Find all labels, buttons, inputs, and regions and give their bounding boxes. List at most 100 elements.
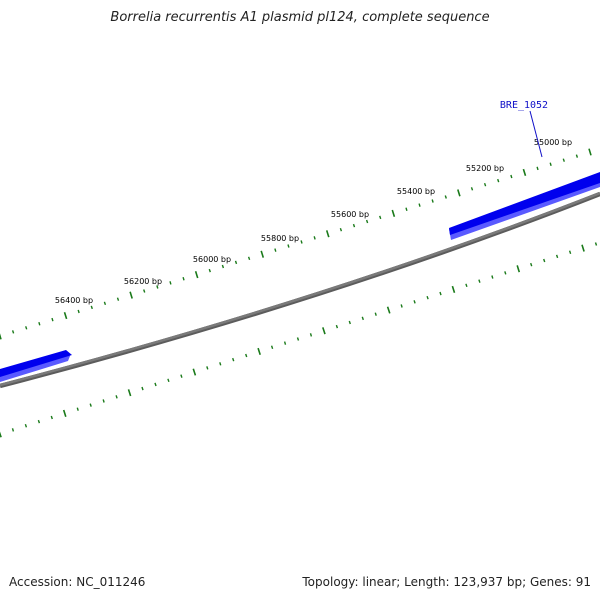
outer-ring-minor-tick [313, 236, 316, 240]
outer-ring-major-tick [194, 271, 199, 279]
outer-ring-major-tick [260, 250, 265, 258]
outer-ring-minor-tick [11, 330, 15, 334]
map-title: Borrelia recurrentis A1 plasmid pl124, c… [110, 10, 490, 25]
inner-ring-minor-tick [594, 242, 598, 246]
gene-label-bre-1052[interactable]: BRE_1052 [500, 100, 548, 111]
outer-ring-minor-tick [156, 285, 159, 289]
outer-ring-minor-tick [143, 289, 146, 293]
inner-ring-major-tick [127, 389, 132, 397]
outer-tick-ring [0, 148, 592, 340]
inner-ring-minor-tick [361, 316, 364, 321]
outer-ring-minor-tick [483, 182, 487, 187]
outer-ring-minor-tick [274, 248, 277, 252]
inner-ring-minor-tick [439, 291, 442, 296]
inner-ring-minor-tick [141, 386, 144, 391]
outer-ring-minor-tick [221, 264, 225, 269]
outer-ring-minor-tick [575, 154, 579, 158]
inner-ring-minor-tick [115, 395, 118, 399]
inner-ring-minor-tick [348, 320, 351, 325]
inner-ring-minor-tick [400, 304, 403, 308]
inner-ring-minor-tick [76, 407, 79, 411]
inner-ring-minor-tick [24, 423, 28, 428]
inner-ring-minor-tick [335, 324, 339, 329]
outer-ring-minor-tick [103, 301, 107, 306]
outer-ring-minor-tick [444, 195, 447, 199]
inner-ring-major-tick [322, 327, 326, 335]
inner-ring-minor-tick [283, 341, 287, 345]
outer-ring-minor-tick [51, 317, 54, 322]
outer-ring-minor-tick [25, 326, 28, 330]
outer-ring-minor-tick [549, 162, 552, 166]
outer-ring-minor-tick [77, 309, 80, 314]
inner-ring-minor-tick [530, 262, 533, 267]
gene-feature-right[interactable] [449, 172, 600, 240]
outer-ring-minor-tick [234, 260, 238, 265]
outer-ring-minor-tick [418, 203, 421, 207]
outer-ring-minor-tick [182, 277, 185, 281]
outer-ring-major-tick [588, 148, 592, 156]
inner-ring-minor-tick [504, 271, 507, 275]
outer-ring-minor-tick [300, 240, 303, 244]
outer-ring-minor-tick [208, 268, 211, 273]
outer-ring-minor-tick [116, 297, 120, 301]
outer-ring-major-tick [325, 230, 330, 238]
inner-ring-minor-tick [296, 337, 300, 341]
ruler-label: 55600 bp [331, 210, 369, 219]
outer-ring-minor-tick [431, 199, 434, 203]
inner-ring-minor-tick [37, 419, 41, 424]
ruler-label: 55400 bp [397, 187, 435, 196]
inner-ring-minor-tick [543, 258, 546, 263]
inner-ring-minor-tick [413, 300, 416, 304]
outer-ring-major-tick [391, 209, 396, 217]
outer-ring-major-tick [457, 189, 461, 197]
outer-ring-minor-tick [352, 223, 356, 228]
inner-ring-minor-tick [491, 275, 494, 279]
inner-tick-ring [0, 242, 598, 438]
outer-ring-minor-tick [470, 187, 474, 191]
outer-ring-minor-tick [379, 215, 382, 220]
outer-ring-major-tick [522, 168, 527, 177]
gene-feature-left-body [0, 350, 72, 377]
inner-ring-minor-tick [219, 362, 222, 366]
inner-ring-major-tick [516, 265, 521, 273]
inner-ring-minor-tick [89, 403, 92, 407]
gene-feature-left[interactable] [0, 350, 72, 382]
outer-ring-major-tick [63, 311, 68, 320]
inner-ring-major-tick [0, 431, 2, 438]
outer-ring-minor-tick [562, 158, 565, 162]
inner-ring-minor-tick [478, 279, 481, 283]
inner-ring-minor-tick [426, 295, 429, 300]
outer-ring-minor-tick [365, 219, 369, 224]
inner-ring-minor-tick [568, 250, 572, 255]
gene-feature-right-body [449, 172, 600, 235]
outer-ring-major-tick [0, 333, 2, 340]
inner-ring-major-tick [62, 409, 67, 417]
sequence-backbone [0, 191, 600, 387]
ruler-labels: 55000 bp 55200 bp 55400 bp 55600 bp 55800 bp… [55, 138, 572, 305]
outer-ring-minor-tick [38, 322, 41, 326]
ruler-label: 55800 bp [261, 234, 299, 243]
inner-ring-minor-tick [50, 415, 53, 420]
inner-ring-major-tick [451, 285, 456, 294]
inner-ring-major-tick [386, 306, 391, 314]
ruler-label: 55000 bp [534, 138, 572, 147]
outer-ring-minor-tick [90, 305, 93, 310]
outer-ring-minor-tick [536, 166, 539, 171]
inner-ring-minor-tick [11, 428, 15, 432]
inner-ring-minor-tick [374, 312, 377, 316]
inner-ring-minor-tick [465, 283, 468, 288]
outer-ring-minor-tick [405, 207, 408, 211]
outer-ring-minor-tick [339, 227, 343, 232]
inner-ring-major-tick [257, 347, 261, 355]
ruler-label: 56200 bp [124, 277, 162, 286]
map-summary-text: Topology: linear; Length: 123,937 bp; Ge… [302, 575, 591, 589]
inner-ring-minor-tick [102, 399, 105, 403]
inner-ring-minor-tick [309, 333, 313, 337]
inner-ring-minor-tick [555, 254, 559, 259]
ruler-label: 56400 bp [55, 296, 93, 305]
gene-label-leader-line [529, 110, 543, 158]
outer-ring-major-tick [129, 291, 133, 299]
ruler-label: 55200 bp [466, 164, 504, 173]
inner-ring-major-tick [192, 368, 197, 376]
